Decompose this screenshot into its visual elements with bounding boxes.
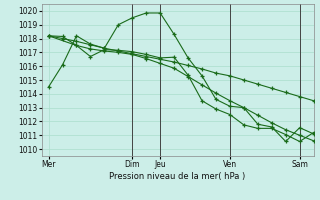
X-axis label: Pression niveau de la mer( hPa ): Pression niveau de la mer( hPa ) [109,172,246,181]
